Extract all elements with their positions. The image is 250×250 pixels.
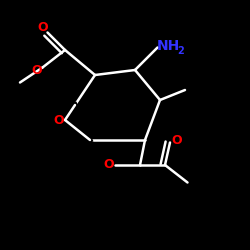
Text: O: O [37, 21, 48, 34]
Text: NH: NH [157, 39, 180, 53]
Text: 2: 2 [178, 46, 184, 56]
Text: O: O [104, 158, 114, 172]
Text: O: O [171, 134, 181, 146]
Text: O: O [54, 114, 64, 126]
Text: O: O [31, 64, 42, 76]
